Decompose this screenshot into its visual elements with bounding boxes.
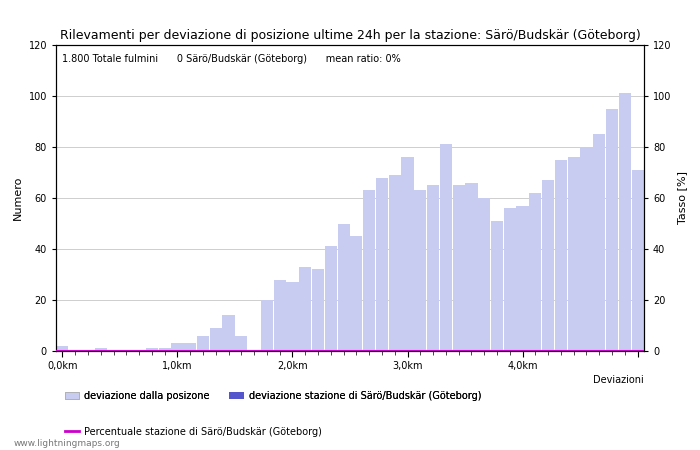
Bar (401, 157, 414, 351)
Bar (94, 348, 107, 351)
Bar (606, 109, 618, 351)
Bar (286, 282, 298, 351)
Bar (146, 348, 158, 351)
Bar (466, 183, 477, 351)
Legend: deviazione dalla posizone, deviazione stazione di Särö/Budskär (Göteborg): deviazione dalla posizone, deviazione st… (61, 387, 485, 405)
Text: Deviazioni: Deviazioni (594, 375, 644, 386)
Bar (376, 178, 388, 351)
Legend: Percentuale stazione di Särö/Budskär (Göteborg): Percentuale stazione di Särö/Budskär (Gö… (61, 423, 326, 441)
Bar (568, 157, 580, 351)
Bar (312, 270, 324, 351)
Y-axis label: Tasso [%]: Tasso [%] (677, 171, 687, 225)
Bar (427, 185, 439, 351)
Bar (337, 224, 350, 351)
Bar (453, 185, 465, 351)
Bar (414, 190, 426, 351)
Bar (210, 328, 222, 351)
Bar (504, 208, 516, 351)
Bar (440, 144, 452, 351)
Bar (159, 348, 171, 351)
Text: www.lightningmaps.org: www.lightningmaps.org (14, 439, 120, 448)
Bar (580, 147, 593, 351)
Title: Rilevamenti per deviazione di posizione ultime 24h per la stazione: Särö/Budskär: Rilevamenti per deviazione di posizione … (60, 29, 640, 42)
Bar (184, 343, 196, 351)
Bar (350, 236, 363, 351)
Bar (261, 300, 273, 351)
Bar (593, 134, 606, 351)
Bar (389, 175, 401, 351)
Bar (223, 315, 234, 351)
Bar (197, 336, 209, 351)
Bar (363, 190, 375, 351)
Bar (172, 343, 183, 351)
Bar (542, 180, 554, 351)
Bar (325, 247, 337, 351)
Bar (274, 279, 286, 351)
Bar (478, 198, 490, 351)
Bar (235, 336, 247, 351)
Bar (529, 193, 541, 351)
Y-axis label: Numero: Numero (13, 176, 23, 220)
Bar (491, 221, 503, 351)
Bar (56, 346, 69, 351)
Bar (517, 206, 528, 351)
Bar (619, 94, 631, 351)
Bar (555, 160, 567, 351)
Bar (631, 170, 644, 351)
Bar (299, 267, 312, 351)
Text: 1.800 Totale fulmini      0 Särö/Budskär (Göteborg)      mean ratio: 0%: 1.800 Totale fulmini 0 Särö/Budskär (Göt… (62, 54, 400, 64)
